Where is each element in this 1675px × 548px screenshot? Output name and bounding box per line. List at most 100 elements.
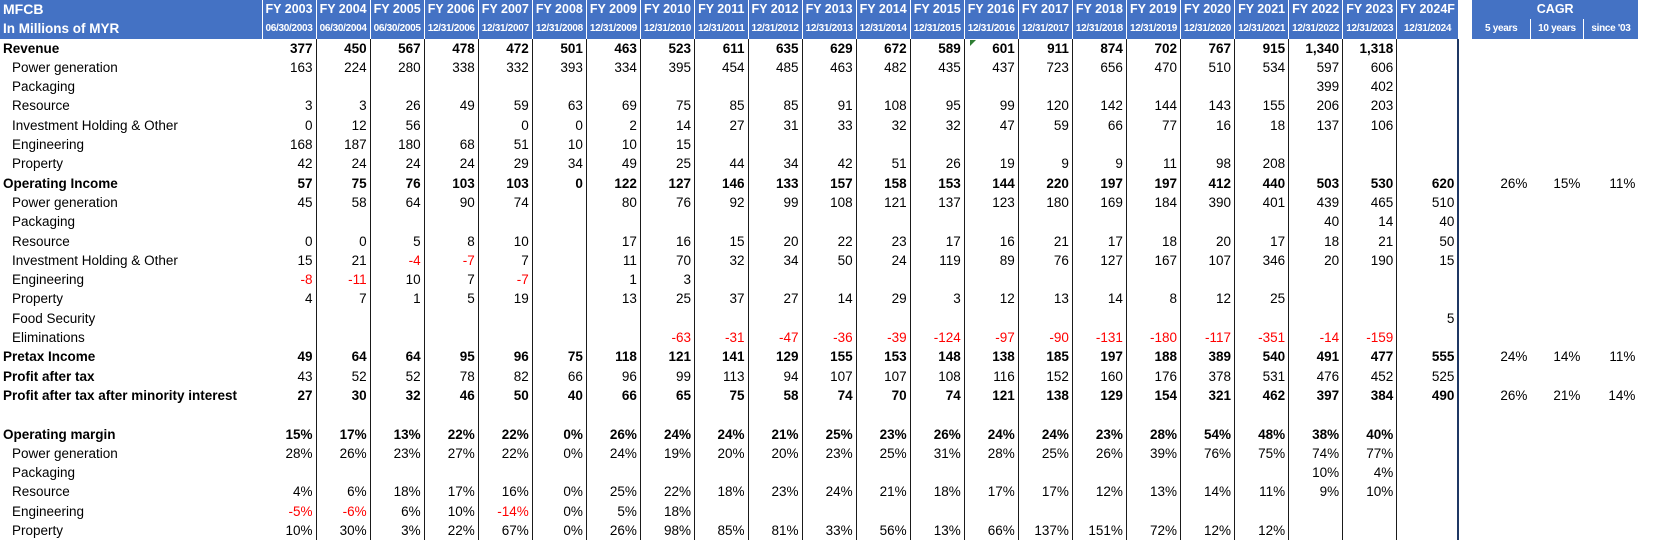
value-cell[interactable]: 0% <box>532 501 587 522</box>
value-cell[interactable] <box>1342 289 1398 309</box>
value-cell[interactable]: 58 <box>316 192 371 213</box>
value-cell[interactable]: -7 <box>478 270 533 290</box>
value-cell[interactable]: 49 <box>424 96 479 116</box>
cagr-value-cell[interactable] <box>1530 116 1583 135</box>
company-ticker[interactable]: MFCB <box>0 0 263 20</box>
value-cell[interactable]: 23% <box>370 443 425 464</box>
value-cell[interactable]: 485 <box>748 57 803 78</box>
period-date-cell[interactable]: 12/31/2017 <box>1018 19 1073 39</box>
value-cell[interactable]: 32 <box>910 115 965 136</box>
value-cell[interactable] <box>1018 135 1073 155</box>
value-cell[interactable] <box>802 270 857 290</box>
value-cell[interactable] <box>478 308 533 329</box>
value-cell[interactable]: 611 <box>694 38 749 58</box>
value-cell[interactable]: 121 <box>964 385 1019 406</box>
value-cell[interactable]: 59 <box>478 96 533 116</box>
value-cell[interactable] <box>1342 405 1398 425</box>
value-cell[interactable]: 75 <box>532 347 587 367</box>
cagr-value-cell[interactable] <box>1472 58 1530 77</box>
value-cell[interactable] <box>1234 501 1290 522</box>
value-cell[interactable]: 0 <box>478 115 533 136</box>
cagr-value-cell[interactable] <box>1472 135 1530 154</box>
value-cell[interactable]: 42 <box>262 154 317 174</box>
value-cell[interactable]: 120 <box>1018 96 1073 116</box>
cagr-title[interactable]: CAGR <box>1472 0 1639 20</box>
value-cell[interactable] <box>262 308 317 329</box>
period-date-cell[interactable]: 12/31/2011 <box>694 19 749 39</box>
value-cell[interactable]: 116 <box>964 366 1019 386</box>
value-cell[interactable] <box>586 328 641 348</box>
value-cell[interactable]: 3 <box>316 96 371 116</box>
value-cell[interactable]: 76% <box>1180 443 1236 464</box>
value-cell[interactable]: 0 <box>316 231 371 251</box>
cagr-value-cell[interactable] <box>1583 193 1638 212</box>
value-cell[interactable]: 54% <box>1180 424 1236 444</box>
value-cell[interactable]: 82 <box>478 366 533 386</box>
value-cell[interactable]: 490 <box>1396 385 1460 406</box>
value-cell[interactable] <box>748 135 803 155</box>
value-cell[interactable] <box>910 501 965 522</box>
value-cell[interactable] <box>1072 405 1127 425</box>
value-cell[interactable] <box>1072 212 1127 232</box>
value-cell[interactable]: 155 <box>1234 96 1290 116</box>
value-cell[interactable]: 17% <box>1018 482 1073 502</box>
value-cell[interactable] <box>964 270 1019 290</box>
cagr-value-cell[interactable]: 15% <box>1553 175 1581 191</box>
cagr-value-cell[interactable]: 14% <box>1608 387 1636 403</box>
value-cell[interactable]: 142 <box>1072 96 1127 116</box>
value-cell[interactable]: -7 <box>424 250 479 271</box>
cagr-value-cell[interactable] <box>1530 425 1583 444</box>
value-cell[interactable]: -124 <box>910 328 965 348</box>
value-cell[interactable] <box>1396 96 1460 116</box>
value-cell[interactable]: 17 <box>910 231 965 251</box>
value-cell[interactable]: 68 <box>424 135 479 155</box>
cagr-value-cell[interactable] <box>1583 251 1638 270</box>
value-cell[interactable]: 16 <box>1180 115 1236 136</box>
value-cell[interactable]: 25% <box>802 424 857 444</box>
cagr-value-cell[interactable] <box>1583 328 1638 347</box>
value-cell[interactable]: 12% <box>1072 482 1127 502</box>
value-cell[interactable]: 18% <box>910 482 965 502</box>
value-cell[interactable]: 476 <box>1288 366 1344 386</box>
cagr-value-cell[interactable]: 11% <box>1609 175 1636 191</box>
value-cell[interactable]: 27 <box>748 289 803 309</box>
cagr-value-cell[interactable] <box>1583 289 1638 308</box>
value-cell[interactable] <box>964 405 1019 425</box>
period-date-cell[interactable]: 12/31/2018 <box>1072 19 1127 39</box>
value-cell[interactable] <box>748 463 803 483</box>
value-cell[interactable]: 70 <box>856 385 911 406</box>
value-cell[interactable]: -63 <box>640 328 696 348</box>
cagr-value-cell[interactable]: 11% <box>1609 349 1636 365</box>
value-cell[interactable] <box>748 308 803 329</box>
value-cell[interactable]: 8 <box>424 231 479 251</box>
value-cell[interactable]: 103 <box>478 173 533 193</box>
value-cell[interactable] <box>478 328 533 348</box>
cagr-value-cell[interactable] <box>1530 309 1583 328</box>
value-cell[interactable]: 66% <box>964 521 1019 541</box>
value-cell[interactable]: 501 <box>532 38 587 58</box>
value-cell[interactable]: 0% <box>532 482 587 502</box>
value-cell[interactable]: 138 <box>1018 385 1073 406</box>
cagr-value-cell[interactable] <box>1472 212 1530 231</box>
value-cell[interactable] <box>748 501 803 522</box>
value-cell[interactable]: 96 <box>586 366 641 386</box>
value-cell[interactable] <box>424 463 479 483</box>
value-cell[interactable] <box>1234 308 1290 329</box>
value-cell[interactable]: 127 <box>640 173 696 193</box>
value-cell[interactable] <box>1396 38 1460 58</box>
value-cell[interactable]: -97 <box>964 328 1019 348</box>
cagr-value-cell[interactable] <box>1472 425 1530 444</box>
value-cell[interactable]: 94 <box>748 366 803 386</box>
year-header-cell[interactable]: FY 2020 <box>1180 0 1236 20</box>
row-label[interactable]: Power generation <box>12 445 118 461</box>
value-cell[interactable]: 10% <box>424 501 479 522</box>
value-cell[interactable]: 137% <box>1018 521 1073 541</box>
value-cell[interactable] <box>1126 270 1182 290</box>
value-cell[interactable]: 435 <box>910 57 965 78</box>
value-cell[interactable]: 39% <box>1126 443 1182 464</box>
value-cell[interactable]: 80 <box>586 192 641 213</box>
value-cell[interactable]: 44 <box>694 154 749 174</box>
value-cell[interactable]: 26% <box>910 424 965 444</box>
cagr-value-cell[interactable] <box>1530 232 1583 251</box>
value-cell[interactable] <box>478 212 533 232</box>
